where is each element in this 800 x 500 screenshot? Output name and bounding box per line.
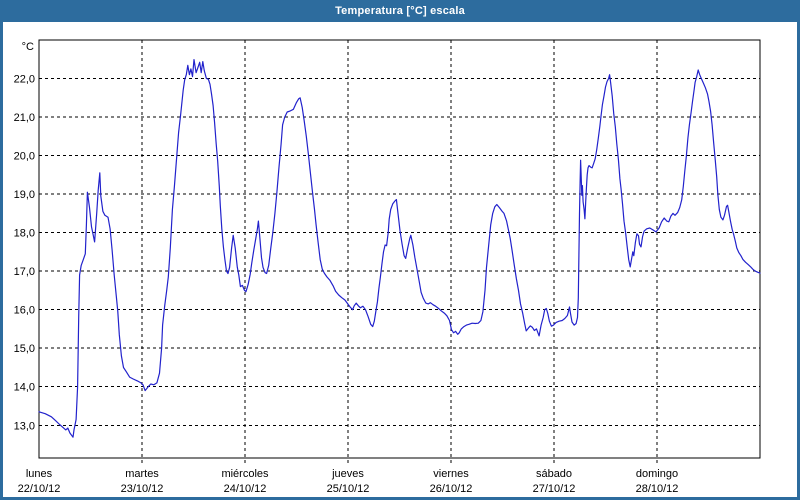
- x-weekday-label: jueves: [331, 468, 364, 480]
- y-tick-label: 16,0: [14, 305, 35, 317]
- y-tick-label: 20,0: [14, 151, 35, 163]
- y-axis-unit-label: °C: [22, 41, 34, 53]
- x-date-label: 26/10/12: [430, 483, 473, 495]
- x-weekday-label: domingo: [636, 468, 678, 480]
- x-weekday-label: viernes: [433, 468, 469, 480]
- y-tick-label: 13,0: [14, 420, 35, 432]
- x-weekday-label: sábado: [536, 468, 572, 480]
- y-tick-label: 14,0: [14, 382, 35, 394]
- title-bar: Temperatura [°C] escala: [0, 0, 800, 22]
- y-tick-label: 19,0: [14, 189, 35, 201]
- y-tick-label: 17,0: [14, 266, 35, 278]
- y-tick-label: 21,0: [14, 112, 35, 124]
- x-date-label: 22/10/12: [18, 483, 61, 495]
- x-weekday-label: martes: [125, 468, 159, 480]
- x-date-label: 25/10/12: [327, 483, 370, 495]
- temperature-series-line: [38, 58, 761, 438]
- x-date-label: 23/10/12: [121, 483, 164, 495]
- plot-border: [38, 39, 761, 459]
- y-tick-label: 18,0: [14, 228, 35, 240]
- x-weekday-label: lunes: [26, 468, 53, 480]
- x-date-label: 24/10/12: [224, 483, 267, 495]
- window-title: Temperatura [°C] escala: [335, 5, 465, 17]
- y-tick-label: 22,0: [14, 74, 35, 86]
- y-tick-label: 15,0: [14, 343, 35, 355]
- x-date-label: 28/10/12: [636, 483, 679, 495]
- x-weekday-label: miércoles: [221, 468, 269, 480]
- x-date-label: 27/10/12: [533, 483, 576, 495]
